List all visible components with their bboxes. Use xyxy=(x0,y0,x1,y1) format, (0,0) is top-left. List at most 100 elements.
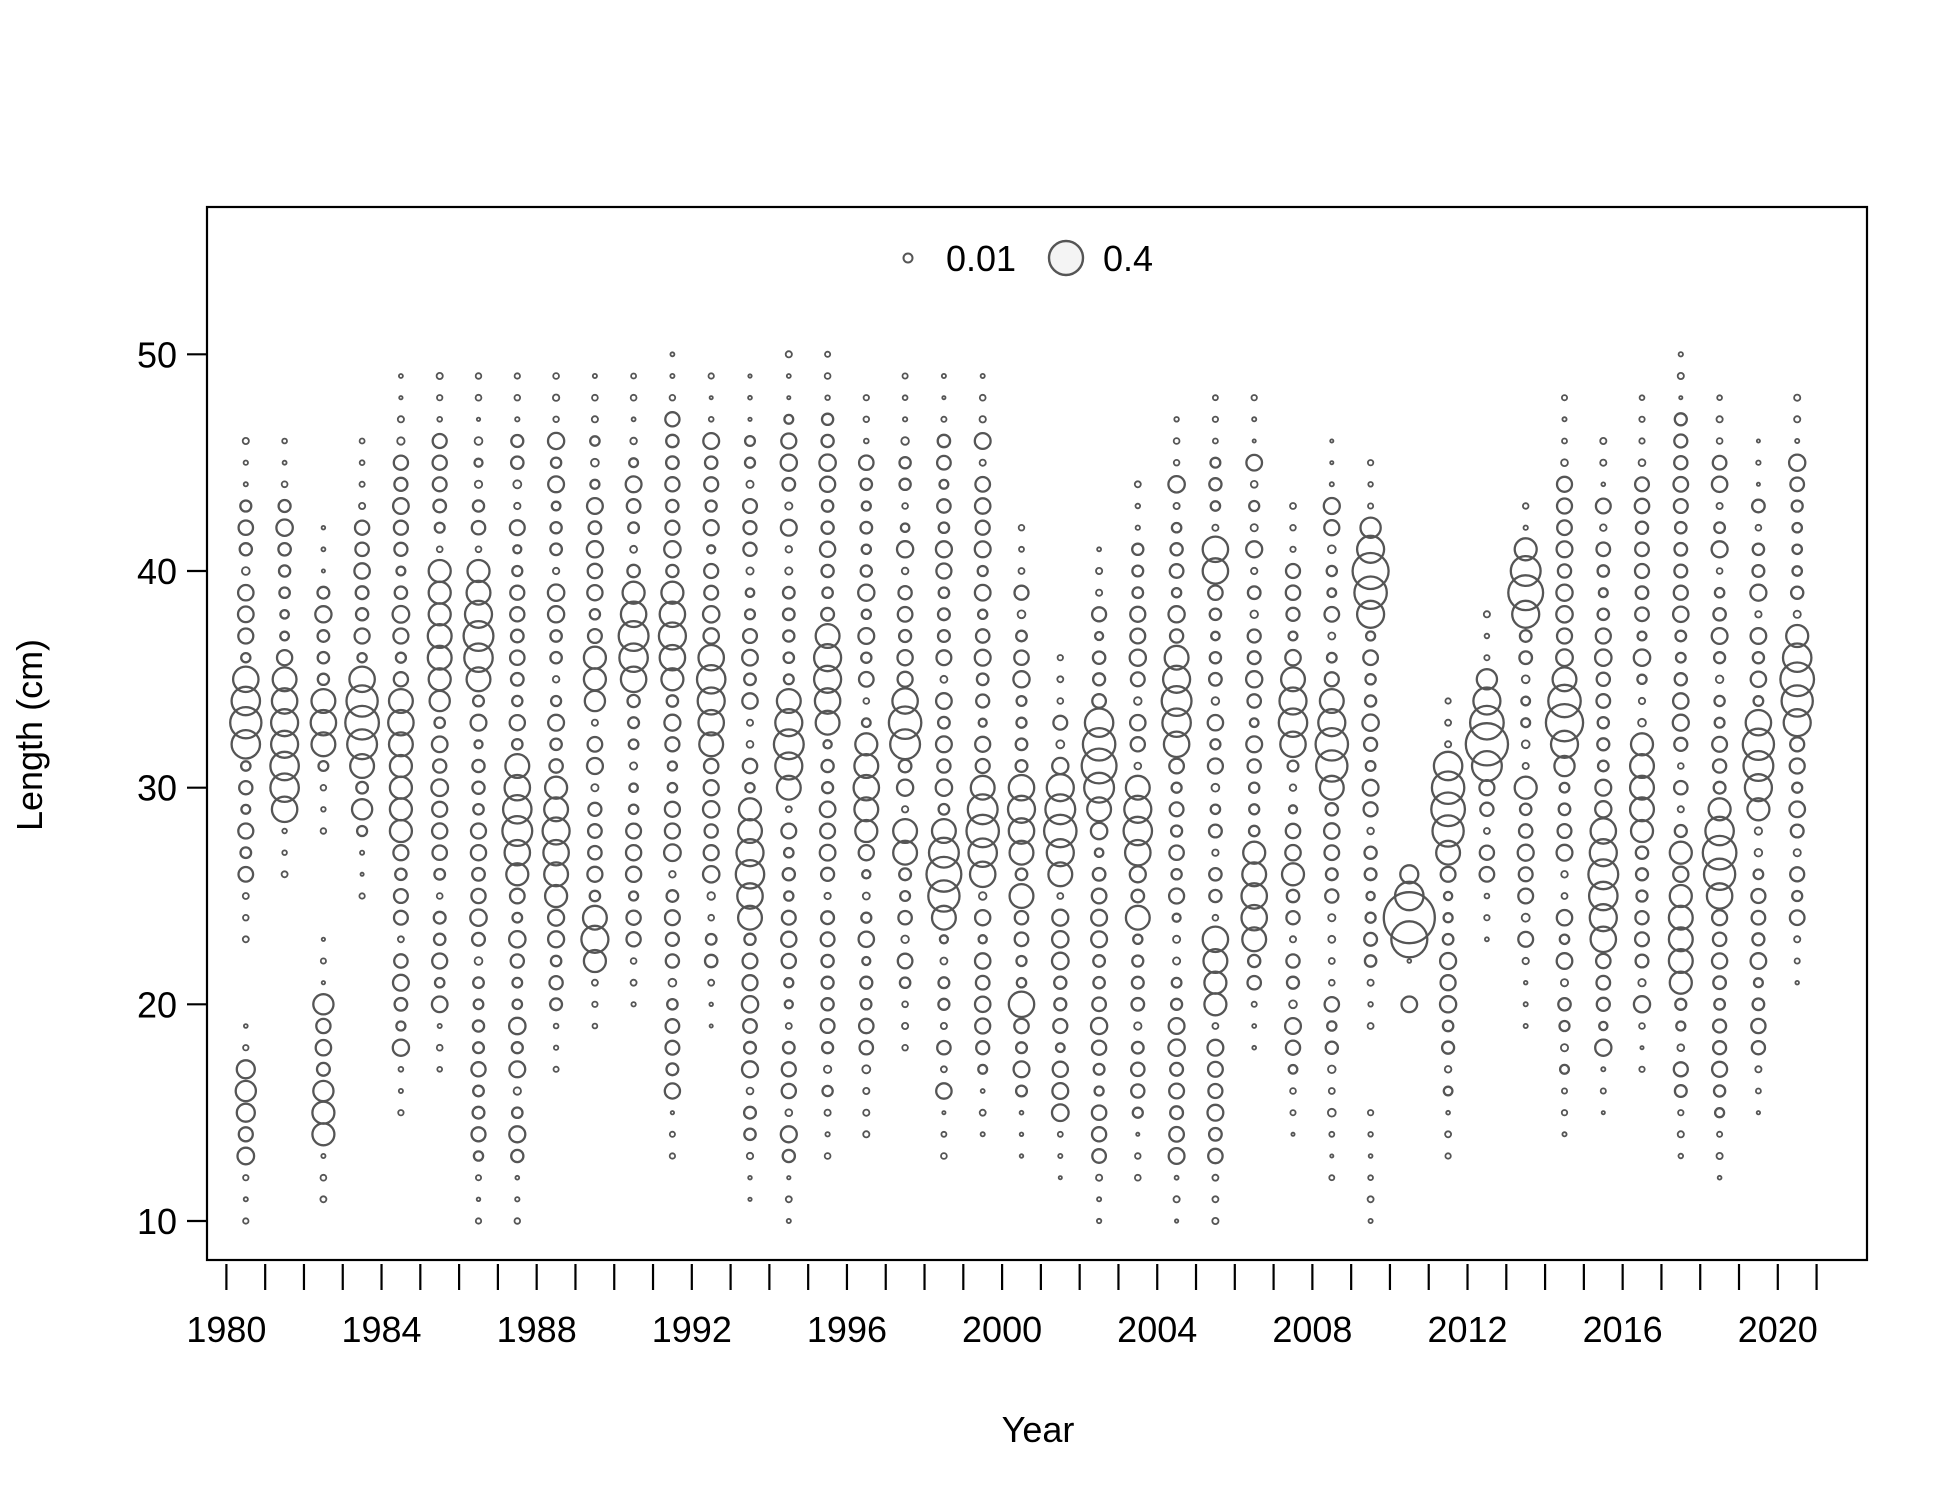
bubble xyxy=(242,1044,250,1052)
bubble xyxy=(241,436,250,445)
bubble xyxy=(974,475,992,493)
bubble xyxy=(901,372,909,380)
bubble xyxy=(779,453,799,472)
bubble xyxy=(1711,1040,1728,1056)
bubble xyxy=(1288,999,1298,1010)
bubble xyxy=(937,586,951,600)
bubble xyxy=(1091,866,1107,882)
bubble xyxy=(279,608,290,620)
bubble xyxy=(784,350,793,359)
bubble xyxy=(1050,1103,1070,1123)
bubble xyxy=(820,758,835,774)
bubble xyxy=(1520,695,1532,707)
bubble xyxy=(1130,1083,1146,1099)
bubble xyxy=(1637,717,1647,728)
bubble xyxy=(1172,459,1181,467)
bubble xyxy=(431,952,449,970)
bubble xyxy=(501,793,533,825)
bubble xyxy=(431,844,449,862)
bubble xyxy=(1478,865,1496,883)
bubble xyxy=(1791,889,1804,903)
bubble xyxy=(280,480,289,489)
bubble xyxy=(930,904,957,931)
bubble xyxy=(1430,791,1467,828)
bubble xyxy=(242,1217,250,1225)
bubble xyxy=(1561,1131,1568,1138)
bubble xyxy=(741,692,759,710)
bubble xyxy=(1444,1130,1452,1139)
bubble xyxy=(1208,607,1223,622)
bubble xyxy=(819,1017,836,1035)
bubble xyxy=(1090,1104,1108,1122)
bubble xyxy=(1130,888,1146,904)
bubble xyxy=(1598,1020,1609,1032)
bubble xyxy=(966,793,999,826)
bubble xyxy=(936,607,951,622)
bubble xyxy=(939,674,949,684)
bubble xyxy=(582,645,608,670)
bubble xyxy=(1676,805,1685,814)
bubble xyxy=(935,562,953,580)
bubble xyxy=(1674,629,1688,643)
bubble xyxy=(701,864,721,884)
bubble xyxy=(901,394,909,402)
bubble xyxy=(664,931,681,947)
bubble xyxy=(1170,868,1183,881)
bubble xyxy=(819,822,837,840)
bubble xyxy=(1324,1040,1340,1055)
bubble xyxy=(277,498,292,514)
bubble xyxy=(1240,882,1269,910)
bubble xyxy=(1560,1109,1569,1117)
bubble xyxy=(1677,1109,1685,1117)
bubble xyxy=(237,519,255,537)
bubble xyxy=(508,1125,527,1144)
bubble xyxy=(474,393,483,402)
bubble xyxy=(706,544,717,555)
bubble xyxy=(1628,796,1656,823)
bubble xyxy=(1555,843,1574,862)
bubble xyxy=(239,760,252,772)
bubble xyxy=(591,978,599,987)
bubble xyxy=(821,586,834,600)
bubble xyxy=(1444,718,1452,727)
bubble xyxy=(280,870,289,879)
bubble xyxy=(241,566,251,576)
bubble xyxy=(1791,781,1804,794)
bubble xyxy=(703,476,720,493)
bubble xyxy=(269,729,300,759)
bubble xyxy=(1596,607,1611,622)
bubble xyxy=(1743,773,1774,803)
bubble xyxy=(1170,521,1183,534)
bubble xyxy=(1250,1000,1258,1008)
bubble xyxy=(550,500,562,512)
bubble xyxy=(1791,543,1804,556)
bubble xyxy=(1322,496,1341,516)
bubble xyxy=(1547,683,1582,719)
bubble xyxy=(1328,1130,1336,1138)
bubble xyxy=(1672,497,1689,515)
bubble xyxy=(975,672,990,687)
bubble xyxy=(1791,521,1804,534)
bubble xyxy=(1245,453,1264,472)
bubble xyxy=(1713,521,1727,535)
bubble xyxy=(937,802,951,816)
bubble xyxy=(469,822,488,840)
bubble xyxy=(1327,957,1336,965)
bubble xyxy=(698,731,725,758)
bubble xyxy=(747,373,753,379)
bubble xyxy=(1439,865,1457,883)
bubble xyxy=(1056,1130,1064,1138)
bubble xyxy=(513,372,521,380)
bubble xyxy=(1123,794,1153,824)
bubble xyxy=(1055,739,1066,750)
bubble xyxy=(1090,1126,1108,1143)
bubble xyxy=(1135,1131,1141,1137)
bubble xyxy=(1287,630,1299,642)
bubble xyxy=(359,871,365,877)
bubble xyxy=(1400,995,1419,1014)
bubble xyxy=(235,1102,256,1123)
bubble xyxy=(1007,773,1036,802)
bubble xyxy=(435,1043,444,1052)
bubble xyxy=(901,1000,909,1009)
legend-label-large: 0.4 xyxy=(1103,238,1153,279)
